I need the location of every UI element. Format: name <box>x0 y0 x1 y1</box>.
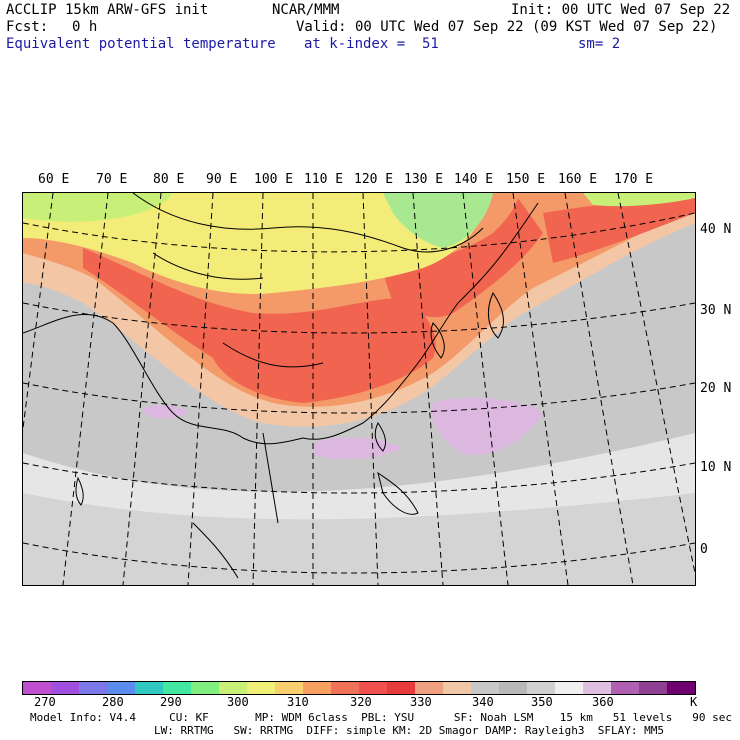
colorbar-label: 280 <box>102 695 124 709</box>
green-region-pacific <box>583 193 695 207</box>
colorbar-label: 330 <box>410 695 432 709</box>
lon-label: 170 E <box>614 172 654 187</box>
lon-label: 130 E <box>404 172 444 187</box>
lat-label: 0 <box>700 542 708 557</box>
colorbar-swatch <box>415 682 443 694</box>
organization-label: NCAR/MMM <box>272 2 340 18</box>
colorbar-swatch <box>583 682 611 694</box>
init-time: Init: 00 UTC Wed 07 Sep 22 <box>511 2 731 18</box>
level-label: at k-index = 51 <box>304 36 439 52</box>
colorbar-swatch <box>135 682 163 694</box>
model-title: ACCLIP 15km ARW-GFS init <box>6 2 209 18</box>
lon-label: 160 E <box>558 172 598 187</box>
smoothing-label: sm= 2 <box>578 36 621 52</box>
lat-label: 10 N <box>700 460 732 475</box>
colorbar-swatch <box>331 682 359 694</box>
lon-label: 70 E <box>96 172 128 187</box>
colorbar-label: 320 <box>350 695 372 709</box>
colorbar-swatch <box>359 682 387 694</box>
colorbar-swatch <box>471 682 499 694</box>
coastlines <box>23 193 539 579</box>
colorbar-swatch <box>387 682 415 694</box>
colorbar-label: 310 <box>287 695 309 709</box>
graticule <box>23 193 695 585</box>
lat-label: 30 N <box>700 303 732 318</box>
colorbar-swatch <box>107 682 135 694</box>
colorbar-swatch <box>191 682 219 694</box>
purple-patch <box>143 405 188 419</box>
colorbar-label: 300 <box>227 695 249 709</box>
colorbar-swatch <box>247 682 275 694</box>
lon-label: 80 E <box>153 172 185 187</box>
footer-model-info: Model Info: V4.4 CU: KF MP: WDM 6class P… <box>30 711 732 724</box>
purple-patch <box>432 397 543 455</box>
colorbar-swatch <box>51 682 79 694</box>
red-band-pacific <box>543 193 695 263</box>
colorbar-swatch <box>79 682 107 694</box>
lon-label: 150 E <box>506 172 546 187</box>
colorbar-label: 360 <box>592 695 614 709</box>
colorbar-swatch <box>667 682 695 694</box>
field-name: Equivalent potential temperature <box>6 36 276 52</box>
footer-physics-info: LW: RRTMG SW: RRTMG DIFF: simple KM: 2D … <box>154 724 664 737</box>
colorbar-swatch <box>639 682 667 694</box>
colorbar-swatch <box>555 682 583 694</box>
colorbar-swatch <box>527 682 555 694</box>
forecast-hour: 0 h <box>72 19 98 35</box>
colorbar-swatch <box>275 682 303 694</box>
green-region-north <box>383 193 493 248</box>
lon-label: 110 E <box>304 172 344 187</box>
colorbar-swatch <box>303 682 331 694</box>
colorbar-swatch <box>163 682 191 694</box>
colorbar-swatch <box>611 682 639 694</box>
colorbar-label: 340 <box>472 695 494 709</box>
red-core-east <box>383 198 543 318</box>
map-panel <box>22 192 696 586</box>
lon-label: 140 E <box>454 172 494 187</box>
yellow-region <box>23 193 493 294</box>
forecast-label: Fcst: <box>6 19 49 35</box>
theta-e-field <box>23 193 695 585</box>
colorbar-label: 270 <box>34 695 56 709</box>
colorbar-unit: K <box>690 695 698 709</box>
lon-label: 100 E <box>254 172 294 187</box>
green-region-west <box>23 193 173 222</box>
lon-label: 60 E <box>38 172 70 187</box>
colorbar-label: 290 <box>160 695 182 709</box>
valid-time: Valid: 00 UTC Wed 07 Sep 22 (09 KST Wed … <box>296 19 718 35</box>
purple-patch <box>313 437 403 459</box>
colorbar-swatch <box>443 682 471 694</box>
colorbar-label: 350 <box>531 695 553 709</box>
lat-label: 20 N <box>700 381 732 396</box>
colorbar-swatch <box>23 682 51 694</box>
lat-label: 40 N <box>700 222 732 237</box>
lon-label: 90 E <box>206 172 238 187</box>
colorbar <box>22 681 696 695</box>
equatorial-band <box>23 493 695 585</box>
colorbar-swatch <box>219 682 247 694</box>
lon-label: 120 E <box>354 172 394 187</box>
colorbar-swatch <box>499 682 527 694</box>
